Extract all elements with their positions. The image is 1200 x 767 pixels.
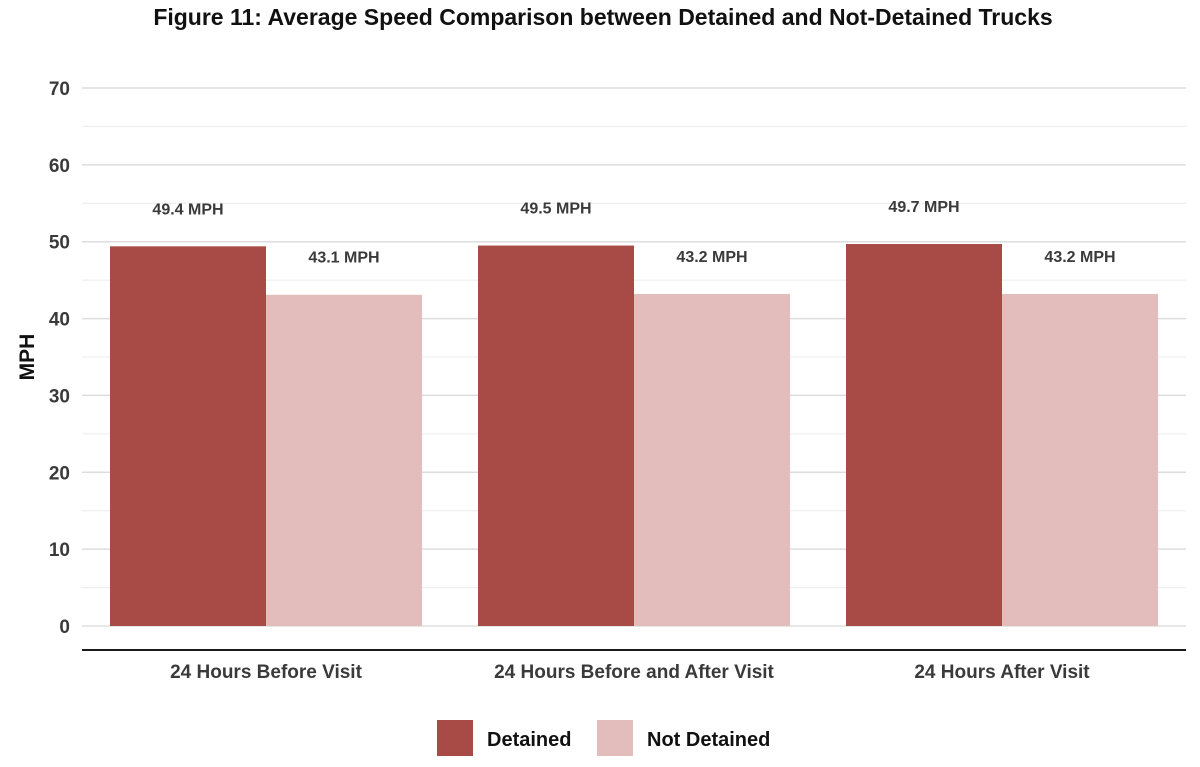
x-category-label: 24 Hours After Visit <box>914 662 1090 683</box>
bar-not-detained <box>1002 293 1158 626</box>
data-label: 49.7 MPH <box>888 199 959 216</box>
bar-not-detained <box>266 294 422 626</box>
y-tick-label: 0 <box>59 617 70 638</box>
chart-title: Figure 11: Average Speed Comparison betw… <box>153 4 1052 30</box>
x-category-label: 24 Hours Before Visit <box>170 662 363 683</box>
bar-detained <box>110 246 266 626</box>
legend-swatch <box>437 720 473 756</box>
bar-not-detained <box>634 293 790 626</box>
y-tick-label: 10 <box>49 540 70 561</box>
y-axis-label: MPH <box>16 334 39 381</box>
data-label: 43.1 MPH <box>308 250 379 267</box>
data-labels: 49.4 MPH 43.1 MPH 49.5 MPH 43.2 MPH 49.7 MPH… <box>152 199 1115 267</box>
y-tick-label: 40 <box>49 310 70 331</box>
data-label: 43.2 MPH <box>1044 249 1115 266</box>
bar-detained <box>478 245 634 627</box>
legend-swatch <box>597 720 633 756</box>
y-tick-label: 50 <box>49 233 70 254</box>
x-category-label: 24 Hours Before and After Visit <box>494 662 774 683</box>
bars <box>110 244 1158 627</box>
x-axis-categories: 24 Hours Before Visit 24 Hours Before and… <box>170 662 1090 683</box>
y-tick-label: 60 <box>49 156 70 177</box>
legend-label: Not Detained <box>647 729 770 751</box>
data-label: 43.2 MPH <box>676 249 747 266</box>
legend: Detained Not Detained <box>437 720 770 756</box>
legend-label: Detained <box>487 729 571 751</box>
y-axis-ticks: 0 10 20 30 40 50 60 70 <box>49 79 70 638</box>
y-tick-label: 20 <box>49 463 70 484</box>
data-label: 49.4 MPH <box>152 201 223 218</box>
y-tick-label: 30 <box>49 386 70 407</box>
bar-detained <box>846 244 1002 626</box>
y-tick-label: 70 <box>49 79 70 100</box>
data-label: 49.5 MPH <box>520 201 591 218</box>
